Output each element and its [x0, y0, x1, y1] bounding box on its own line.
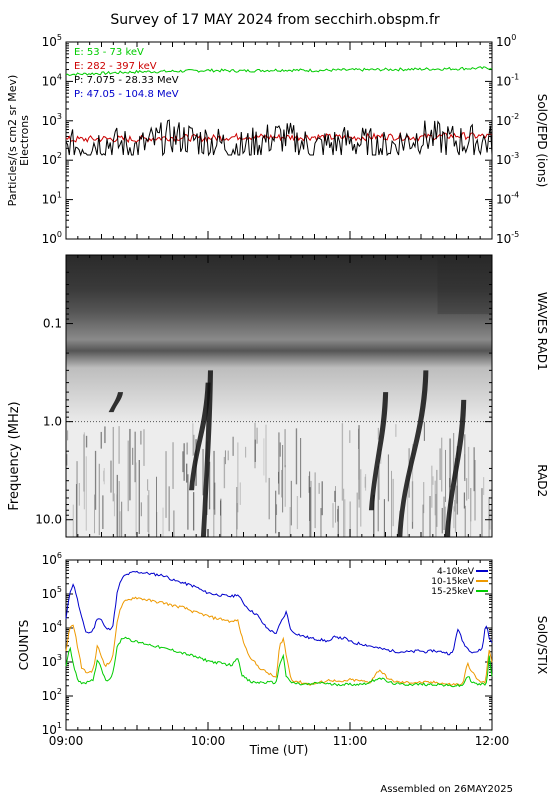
stix-ylabel: COUNTS	[17, 620, 31, 671]
epd-ytick-label: 100	[42, 230, 62, 246]
epd-y2tick-label: 10-4	[496, 191, 519, 207]
stix-series-0	[65, 570, 493, 656]
epd-legend-0: E: 53 - 73 keV	[74, 47, 144, 58]
waves-rad1-label: WAVES RAD1	[535, 292, 549, 371]
epd-legend-3: P: 47.05 - 104.8 MeV	[74, 89, 179, 100]
radio-burst	[368, 392, 389, 511]
assembled-footer: Assembled on 26MAY2025	[380, 784, 513, 795]
epd-series-1	[65, 131, 493, 144]
epd-y2tick-label: 10-3	[496, 151, 519, 167]
epd-ytick-label: 102	[42, 151, 62, 167]
epd-ylabel: Particles/(s cm2 sr Mev)	[6, 75, 19, 207]
stix-xtick-label: 10:00	[191, 734, 226, 748]
stix-panel: 101 102 103 104 105 106 09:00 10:00 11:00 12:00 Ti…	[17, 551, 549, 757]
epd-ytick-label: 105	[42, 33, 62, 49]
radio-burst	[108, 392, 124, 413]
waves-rad2-label: RAD2	[535, 464, 549, 497]
stix-ytick-label: 102	[42, 687, 62, 703]
stix-ytick-label: 101	[42, 721, 62, 737]
epd-right-label: SolO/EPD (ions)	[535, 94, 549, 188]
waves-ylabel: Frequency (MHz)	[7, 401, 22, 510]
stix-right-label: SolO/STIX	[535, 616, 549, 675]
stix-series-1	[65, 596, 493, 686]
epd-y2tick-label: 100	[496, 33, 516, 49]
stix-legend-1: 10-15keV	[431, 577, 475, 587]
waves-band	[437, 255, 492, 315]
stix-xtick-label: 09:00	[49, 734, 84, 748]
epd-legend-2: P: 7.075 - 28.33 MeV	[74, 75, 179, 86]
epd-y2tick-label: 10-2	[496, 112, 519, 128]
stix-series-2	[65, 636, 493, 688]
waves-ytick-label: 0.1	[43, 317, 62, 331]
stix-xtick-label: 12:00	[475, 734, 510, 748]
epd-y2tick-label: 10-1	[496, 72, 519, 88]
stix-ytick-label: 104	[42, 619, 62, 635]
epd-legend-1: E: 282 - 397 keV	[74, 61, 157, 72]
stix-xtick-label: 11:00	[333, 734, 368, 748]
epd-panel: 100 101 102 103 104 105 10-5 10-4 10-3 10-2 10-1 10…	[6, 33, 549, 246]
stix-xlabel: Time (UT)	[249, 743, 309, 757]
waves-ytick-label: 10.0	[35, 513, 62, 527]
epd-series-0	[65, 66, 493, 77]
stix-ytick-label: 103	[42, 653, 62, 669]
waves-panel: 0.1 1.0 10.0 Frequency (MHz) WAVES RAD1 RAD2	[7, 254, 549, 538]
epd-ylabel-electrons: Electrons	[18, 115, 31, 166]
radio-burst	[444, 399, 467, 537]
figure-title: Survey of 17 MAY 2024 from secchirh.obsp…	[110, 12, 440, 28]
radio-burst	[189, 382, 211, 491]
epd-series-2	[65, 119, 493, 157]
stix-legend-2: 15-25keV	[431, 587, 475, 597]
stix-legend-0: 4-10keV	[437, 567, 475, 577]
waves-ytick-label: 1.0	[43, 415, 62, 429]
epd-ytick-label: 101	[42, 191, 62, 207]
epd-y2tick-label: 10-5	[496, 230, 519, 246]
radio-burst	[397, 370, 429, 537]
epd-ytick-label: 103	[42, 112, 62, 128]
stix-ytick-label: 105	[42, 585, 62, 601]
stix-ytick-label: 106	[42, 551, 62, 567]
radio-burst	[200, 370, 213, 537]
epd-ytick-label: 104	[42, 72, 62, 88]
